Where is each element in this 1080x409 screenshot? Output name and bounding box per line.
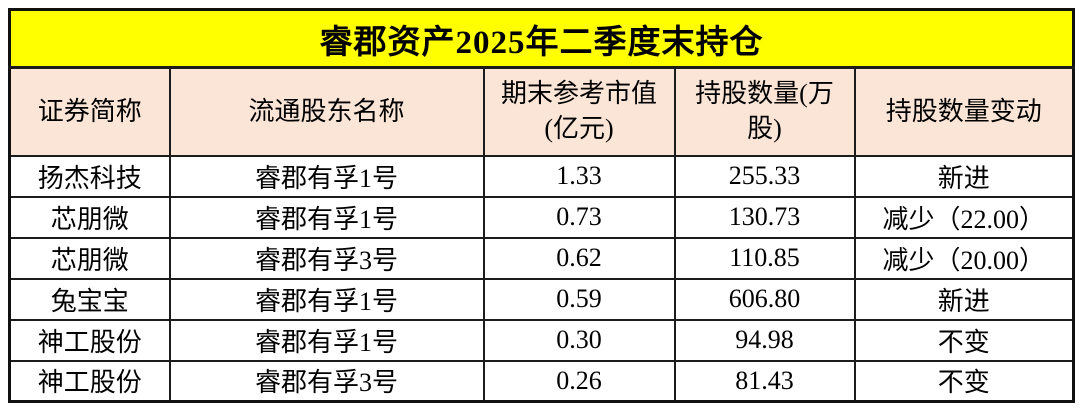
cell-security-name: 神工股份 bbox=[8, 318, 171, 362]
cell-shares-held: 110.85 bbox=[673, 236, 856, 280]
cell-shareholder-name: 睿郡有孚3号 bbox=[168, 359, 485, 403]
cell-market-value: 0.59 bbox=[482, 277, 676, 321]
cell-security-name: 神工股份 bbox=[8, 359, 171, 403]
cell-security-name: 芯朋微 bbox=[8, 236, 171, 280]
cell-shares-held: 255.33 bbox=[673, 154, 856, 198]
cell-shares-change: 减少（22.00） bbox=[853, 195, 1075, 239]
cell-shares-change: 减少（20.00） bbox=[853, 236, 1075, 280]
cell-security-name: 扬杰科技 bbox=[8, 154, 171, 198]
table-row: 扬杰科技 睿郡有孚1号 1.33 255.33 新进 bbox=[8, 154, 1075, 198]
cell-security-name: 芯朋微 bbox=[8, 195, 171, 239]
cell-shareholder-name: 睿郡有孚3号 bbox=[168, 236, 485, 280]
cell-shareholder-name: 睿郡有孚1号 bbox=[168, 318, 485, 362]
table-row: 神工股份 睿郡有孚1号 0.30 94.98 不变 bbox=[8, 318, 1075, 362]
table-row: 兔宝宝 睿郡有孚1号 0.59 606.80 新进 bbox=[8, 277, 1075, 321]
column-header-shares-held: 持股数量(万 股) bbox=[673, 66, 856, 157]
table-title-row: 睿郡资产2025年二季度末持仓 bbox=[8, 8, 1075, 69]
column-header-market-value: 期末参考市值 (亿元) bbox=[482, 66, 676, 157]
table-row: 芯朋微 睿郡有孚3号 0.62 110.85 减少（20.00） bbox=[8, 236, 1075, 280]
table-header-row: 证券简称 流通股东名称 期末参考市值 (亿元) 持股数量(万 股) 持股数量变动 bbox=[8, 66, 1075, 157]
cell-shareholder-name: 睿郡有孚1号 bbox=[168, 277, 485, 321]
cell-shares-held: 81.43 bbox=[673, 359, 856, 403]
cell-shares-held: 606.80 bbox=[673, 277, 856, 321]
column-header-shares-change: 持股数量变动 bbox=[853, 66, 1075, 157]
cell-market-value: 1.33 bbox=[482, 154, 676, 198]
cell-shares-held: 130.73 bbox=[673, 195, 856, 239]
cell-security-name: 兔宝宝 bbox=[8, 277, 171, 321]
cell-shares-change: 新进 bbox=[853, 154, 1075, 198]
cell-shares-change: 不变 bbox=[853, 359, 1075, 403]
table-row: 芯朋微 睿郡有孚1号 0.73 130.73 减少（22.00） bbox=[8, 195, 1075, 239]
cell-market-value: 0.26 bbox=[482, 359, 676, 403]
column-header-security-name: 证券简称 bbox=[8, 66, 171, 157]
column-header-shareholder-name: 流通股东名称 bbox=[168, 66, 485, 157]
cell-shareholder-name: 睿郡有孚1号 bbox=[168, 154, 485, 198]
holdings-table: 睿郡资产2025年二季度末持仓 证券简称 流通股东名称 期末参考市值 (亿元) … bbox=[8, 8, 1076, 403]
cell-shares-change: 不变 bbox=[853, 318, 1075, 362]
cell-shares-change: 新进 bbox=[853, 277, 1075, 321]
cell-shares-held: 94.98 bbox=[673, 318, 856, 362]
cell-market-value: 0.73 bbox=[482, 195, 676, 239]
cell-shareholder-name: 睿郡有孚1号 bbox=[168, 195, 485, 239]
table-row: 神工股份 睿郡有孚3号 0.26 81.43 不变 bbox=[8, 359, 1075, 403]
cell-market-value: 0.30 bbox=[482, 318, 676, 362]
table-title: 睿郡资产2025年二季度末持仓 bbox=[8, 8, 1075, 69]
cell-market-value: 0.62 bbox=[482, 236, 676, 280]
